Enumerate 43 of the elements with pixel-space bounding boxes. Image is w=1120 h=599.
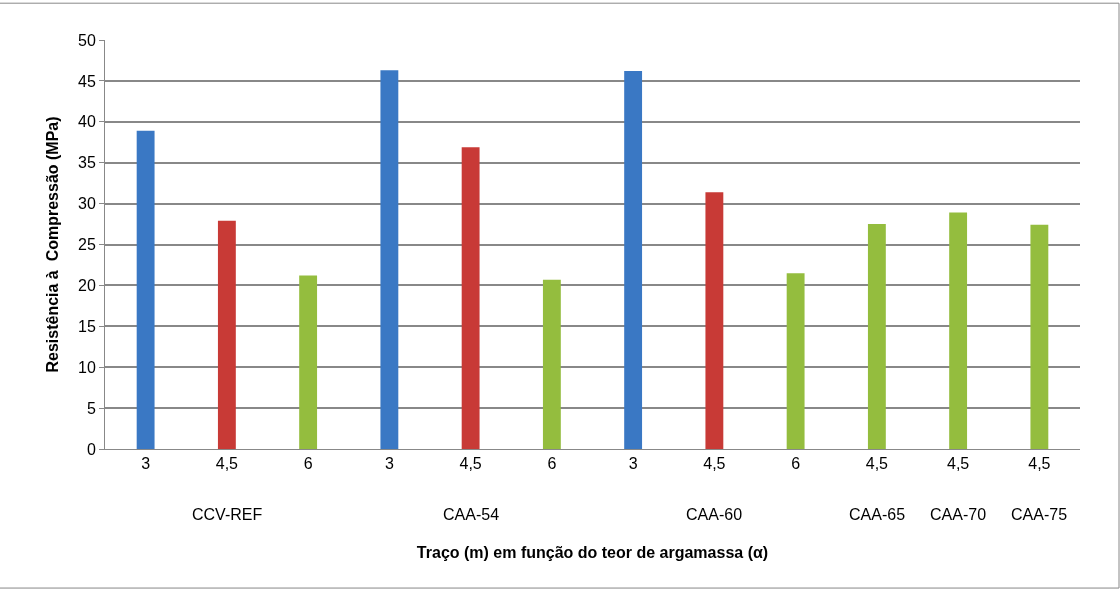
x-tick-label: 6 [547,455,557,473]
y-tick-label: 15 [78,317,96,335]
y-tick-label: 20 [78,277,96,294]
y-tick-label: 5 [86,399,96,417]
bar [380,70,399,449]
x-tick-label: 6 [791,455,801,473]
x-tick-label: 3 [141,455,151,473]
y-tick-label: 45 [78,72,96,90]
bar [136,130,155,449]
y-tick-label: 50 [78,31,96,49]
bar [705,192,724,449]
x-tick-label: 4,5 [865,455,889,473]
y-tick-label: 40 [78,113,96,131]
bar [542,279,561,449]
x-tick-label: 3 [628,455,638,473]
bar [299,275,318,449]
text: CAA-75 [1011,506,1068,523]
y-tick-label: 25 [78,236,96,254]
x-tick-label: 4,5 [947,455,970,473]
x-tick-label: 6 [303,455,313,473]
bar [461,147,480,449]
x-tick-label: 3 [384,455,394,473]
x-tick-label: 4,5 [1028,455,1051,473]
x-tick-label: 4,5 [459,455,482,473]
x-tick-label: 4,5 [215,455,239,473]
bar [867,224,886,449]
bar [624,71,643,449]
bar [786,273,805,449]
bar [949,212,968,449]
bar [1030,224,1049,449]
x-tick-label: 4,5 [703,455,726,473]
text: CAA-65 [849,506,906,523]
y-tick-label: 0 [86,440,96,458]
text: CAA-70 [930,506,987,523]
text: CAA-54 [443,506,500,523]
bar [217,220,236,449]
text: CCV-REF [192,506,263,523]
y-tick-label: 35 [78,154,96,172]
text: CAA-60 [686,506,743,523]
y-axis-title: Resistência à Compressão (MPa) [43,116,61,373]
x-axis-title: Traço (m) em função do teor de argamassa (α) [416,543,769,561]
y-tick-label: 30 [78,195,96,213]
y-tick-label: 10 [78,358,96,376]
